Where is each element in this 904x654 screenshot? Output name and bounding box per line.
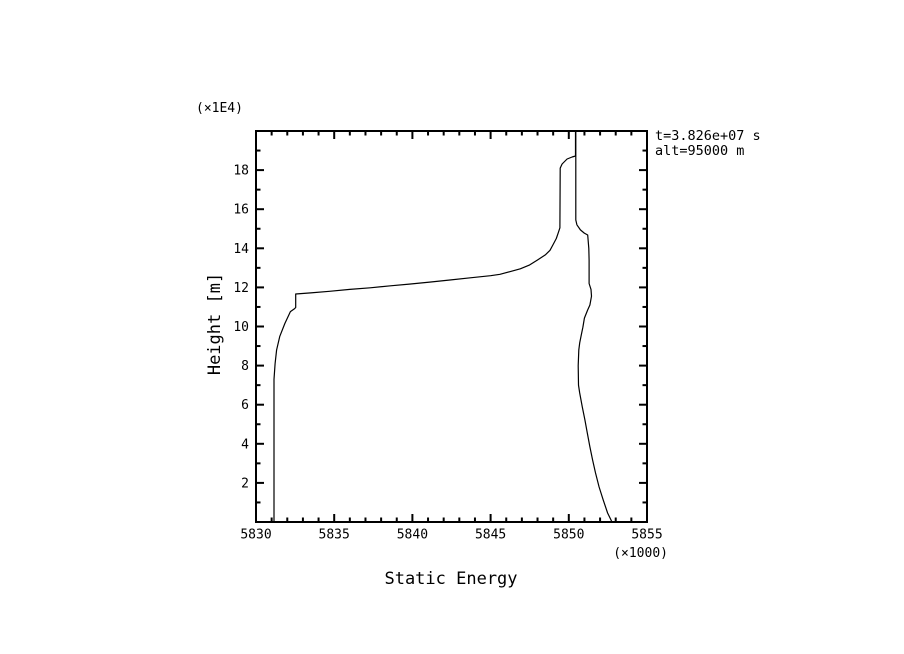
x-tick-label: 5840	[397, 528, 428, 543]
curve-left-profile	[273, 130, 577, 523]
y-tick-label: 2	[241, 476, 249, 491]
curve-right-profile	[575, 130, 613, 523]
x-tick-label: 5835	[319, 528, 350, 543]
y-tick-label: 10	[233, 320, 249, 335]
y-axis-scale-note: (×1E4)	[196, 101, 243, 116]
x-tick-label: 5850	[553, 528, 584, 543]
y-tick-label: 16	[233, 203, 249, 218]
x-tick-label: 5855	[631, 528, 662, 543]
y-tick-label: 18	[233, 164, 249, 179]
y-axis-title: Height [m]	[205, 273, 225, 375]
y-tick-label: 12	[233, 281, 249, 296]
y-tick-label: 6	[241, 398, 249, 413]
x-axis-title: Static Energy	[384, 569, 517, 589]
x-axis-scale-note: (×1000)	[613, 546, 668, 561]
plot-frame	[255, 130, 648, 523]
y-tick-label: 14	[233, 242, 249, 257]
x-tick-label: 5830	[240, 528, 271, 543]
annotation-time: t=3.826e+07 s	[655, 128, 761, 144]
annotation-altitude: alt=95000 m	[655, 143, 744, 159]
y-tick-label: 4	[241, 437, 249, 452]
x-tick-label: 5845	[475, 528, 506, 543]
y-tick-label: 8	[241, 359, 249, 374]
